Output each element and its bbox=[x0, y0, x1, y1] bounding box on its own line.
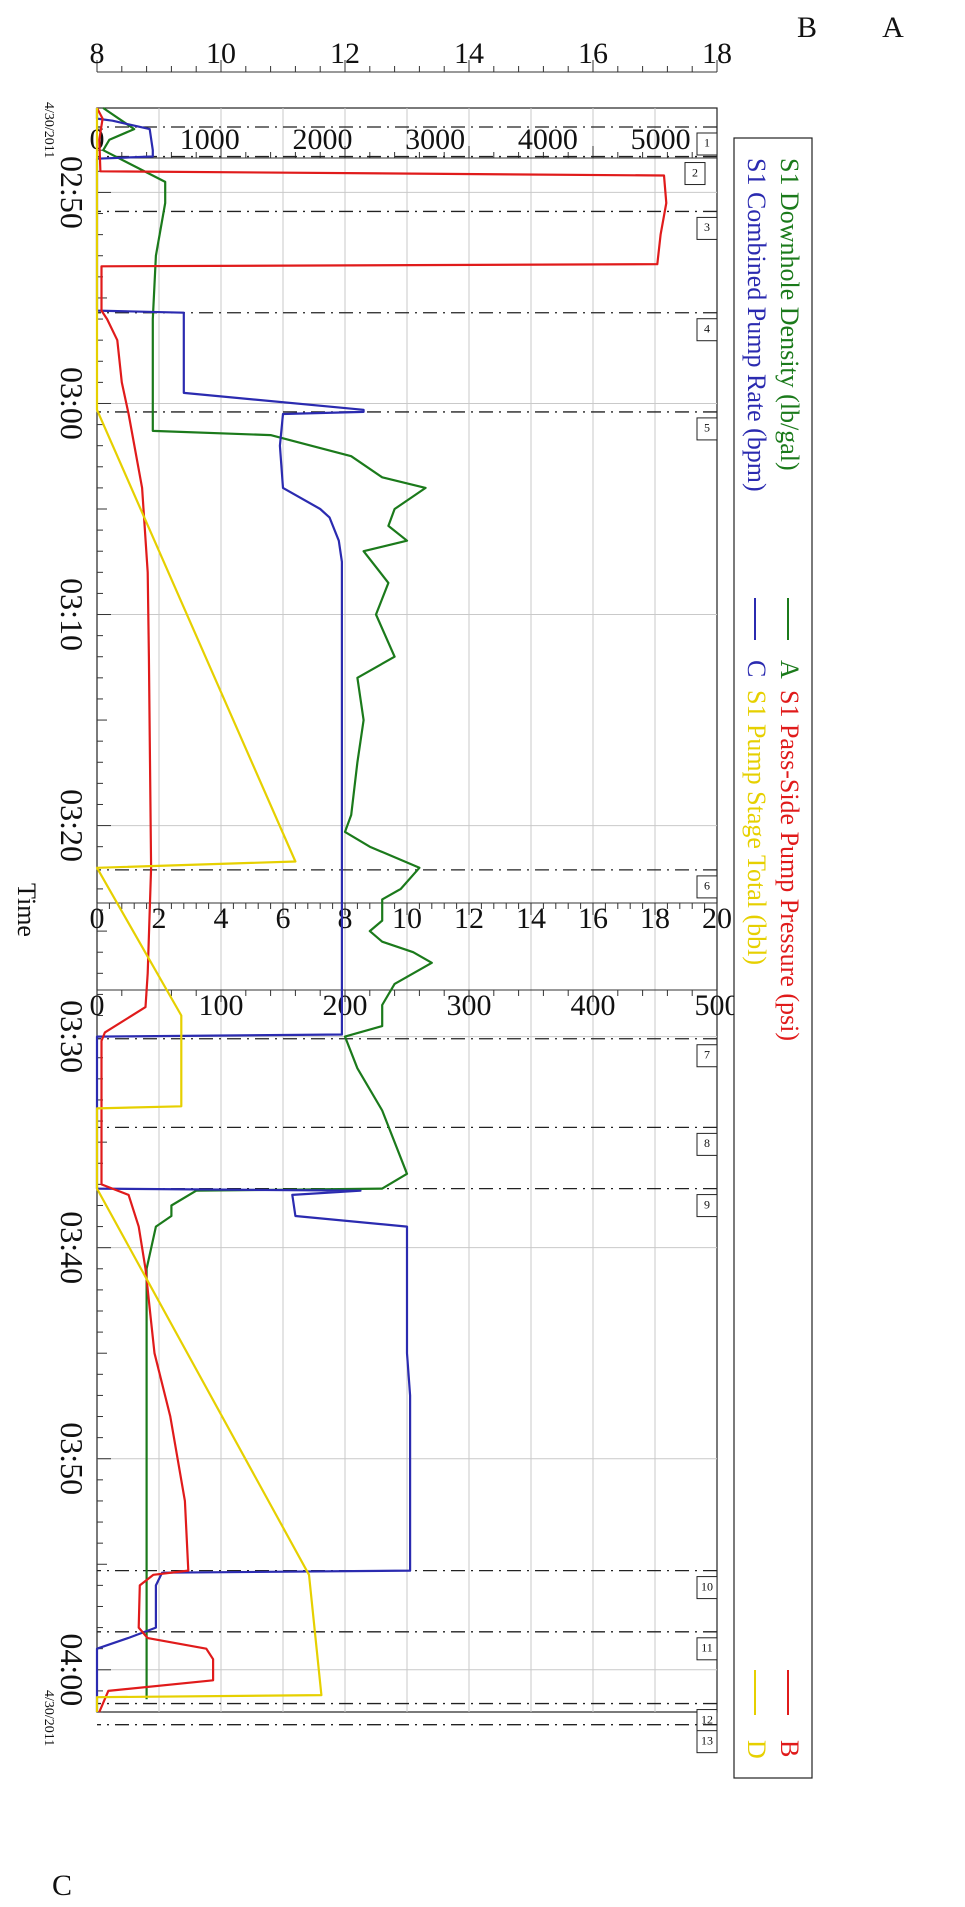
x-axis-title: Time bbox=[12, 883, 41, 937]
legend-axis-letter: A bbox=[775, 660, 804, 679]
legend-box bbox=[733, 137, 813, 1779]
axis-tick-label: 0 bbox=[90, 902, 105, 935]
event-label-box bbox=[696, 875, 718, 899]
axis-tick-label: 500 bbox=[695, 989, 740, 1022]
axis-d: 0100200300400500D bbox=[90, 989, 740, 1022]
x-tick-label: 03:00 bbox=[54, 367, 90, 440]
axis-tick-label: 14 bbox=[454, 37, 484, 70]
event-label: 2 bbox=[692, 165, 698, 179]
axis-tick-label: 16 bbox=[578, 902, 608, 935]
axis-letter: A bbox=[882, 11, 904, 44]
axis-tick-label: 200 bbox=[323, 989, 368, 1022]
axis-tick-label: 12 bbox=[330, 37, 360, 70]
axis-tick-label: 1000 bbox=[180, 123, 240, 156]
legend-entry-label: S1 Pass-Side Pump Pressure (psi) bbox=[775, 690, 804, 1041]
gridlines bbox=[97, 108, 717, 1712]
legend-axis-letter: C bbox=[742, 660, 771, 677]
x-tick-label: 03:10 bbox=[54, 578, 90, 651]
legend-axis-letter: D bbox=[742, 1740, 771, 1759]
event-label: 13 bbox=[701, 1733, 713, 1747]
series-line bbox=[95, 108, 412, 1712]
start-date-label: 4/30/2011 bbox=[41, 102, 56, 158]
legend: S1 Downhole Density (lb/gal) A S1 Combined… bbox=[733, 137, 813, 1779]
event-label: 12 bbox=[701, 1712, 713, 1726]
axis-tick-label: 400 bbox=[571, 989, 616, 1022]
axis-a: 8 10 12 14 16 18 A bbox=[90, 11, 904, 73]
event-label: 6 bbox=[704, 879, 710, 893]
event-label: 5 bbox=[704, 421, 710, 435]
event-label-box bbox=[696, 216, 718, 240]
axis-tick-label: 10 bbox=[206, 37, 236, 70]
axis-tick-label: 300 bbox=[447, 989, 492, 1022]
event-label-box bbox=[696, 1194, 718, 1218]
legend-axis-letter: B bbox=[775, 1740, 804, 1757]
axis-tick-label: 12 bbox=[454, 902, 484, 935]
event-label-box bbox=[696, 1044, 718, 1068]
series-line bbox=[95, 108, 323, 1712]
event-label: 10 bbox=[701, 1579, 713, 1593]
axis-tick-label: 8 bbox=[338, 902, 353, 935]
axis-tick-label: 2000 bbox=[292, 123, 352, 156]
series-line bbox=[96, 107, 668, 1713]
axis-tick-label: 100 bbox=[199, 989, 244, 1022]
axis-tick-label: 10 bbox=[392, 902, 422, 935]
x-tick-label: 02:50 bbox=[54, 156, 90, 229]
axis-tick-label: 18 bbox=[640, 902, 670, 935]
event-label: 9 bbox=[704, 1197, 710, 1211]
x-tick-label: 03:30 bbox=[54, 1000, 90, 1073]
event-label-box bbox=[696, 1576, 718, 1600]
event-label: 3 bbox=[704, 220, 710, 234]
axis-tick-label: 6 bbox=[276, 902, 291, 935]
legend-entry-label: S1 Downhole Density (lb/gal) bbox=[775, 158, 804, 471]
event-label: 4 bbox=[704, 321, 710, 335]
axis-tick-label: 4 bbox=[214, 902, 229, 935]
event-label-box bbox=[696, 1637, 718, 1661]
event-label-box bbox=[696, 1730, 718, 1754]
event-label: 11 bbox=[701, 1641, 713, 1655]
axis-tick-label: 5000 bbox=[631, 123, 691, 156]
event-label-box bbox=[684, 162, 706, 186]
axis-tick-label: 16 bbox=[578, 37, 608, 70]
event-label-box bbox=[696, 132, 718, 156]
axis-tick-label: 18 bbox=[702, 37, 732, 70]
axis-tick-label: 3000 bbox=[405, 123, 465, 156]
axis-tick-label: 0 bbox=[90, 989, 105, 1022]
event-label: 7 bbox=[704, 1047, 710, 1061]
x-tick-label: 03:40 bbox=[54, 1211, 90, 1284]
axis-c: 0 2 4 6 8 10 12 14 16 18 20 C bbox=[52, 902, 732, 1902]
end-date-label: 4/30/2011 bbox=[41, 1690, 56, 1746]
event-label-box bbox=[696, 417, 718, 441]
x-tick-label: 04:00 bbox=[54, 1633, 90, 1706]
axis-letter: C bbox=[52, 1869, 72, 1902]
axis-tick-label: 2 bbox=[152, 902, 167, 935]
event-label: 8 bbox=[704, 1136, 710, 1150]
legend-entry-label: S1 Combined Pump Rate (bpm) bbox=[742, 158, 771, 492]
axis-tick-label: 4000 bbox=[518, 123, 578, 156]
x-tick-label: 03:20 bbox=[54, 789, 90, 862]
axis-tick-label: 20 bbox=[702, 902, 732, 935]
x-tick-label: 03:50 bbox=[54, 1422, 90, 1495]
chart-rotated-frame: 02:50 03:00 03:10 03:20 03:30 03:40 03:50 04:00… bbox=[12, 11, 904, 1902]
legend-entry-label: S1 Pump Stage Total (bbl) bbox=[742, 690, 771, 965]
axis-letter: B bbox=[797, 11, 817, 44]
event-label-box bbox=[696, 1132, 718, 1156]
axis-tick-label: 14 bbox=[516, 902, 546, 935]
series-line bbox=[102, 107, 433, 1700]
axis-tick-label: 8 bbox=[90, 37, 105, 70]
event-label-box bbox=[696, 318, 718, 342]
event-label: 1 bbox=[704, 136, 710, 150]
